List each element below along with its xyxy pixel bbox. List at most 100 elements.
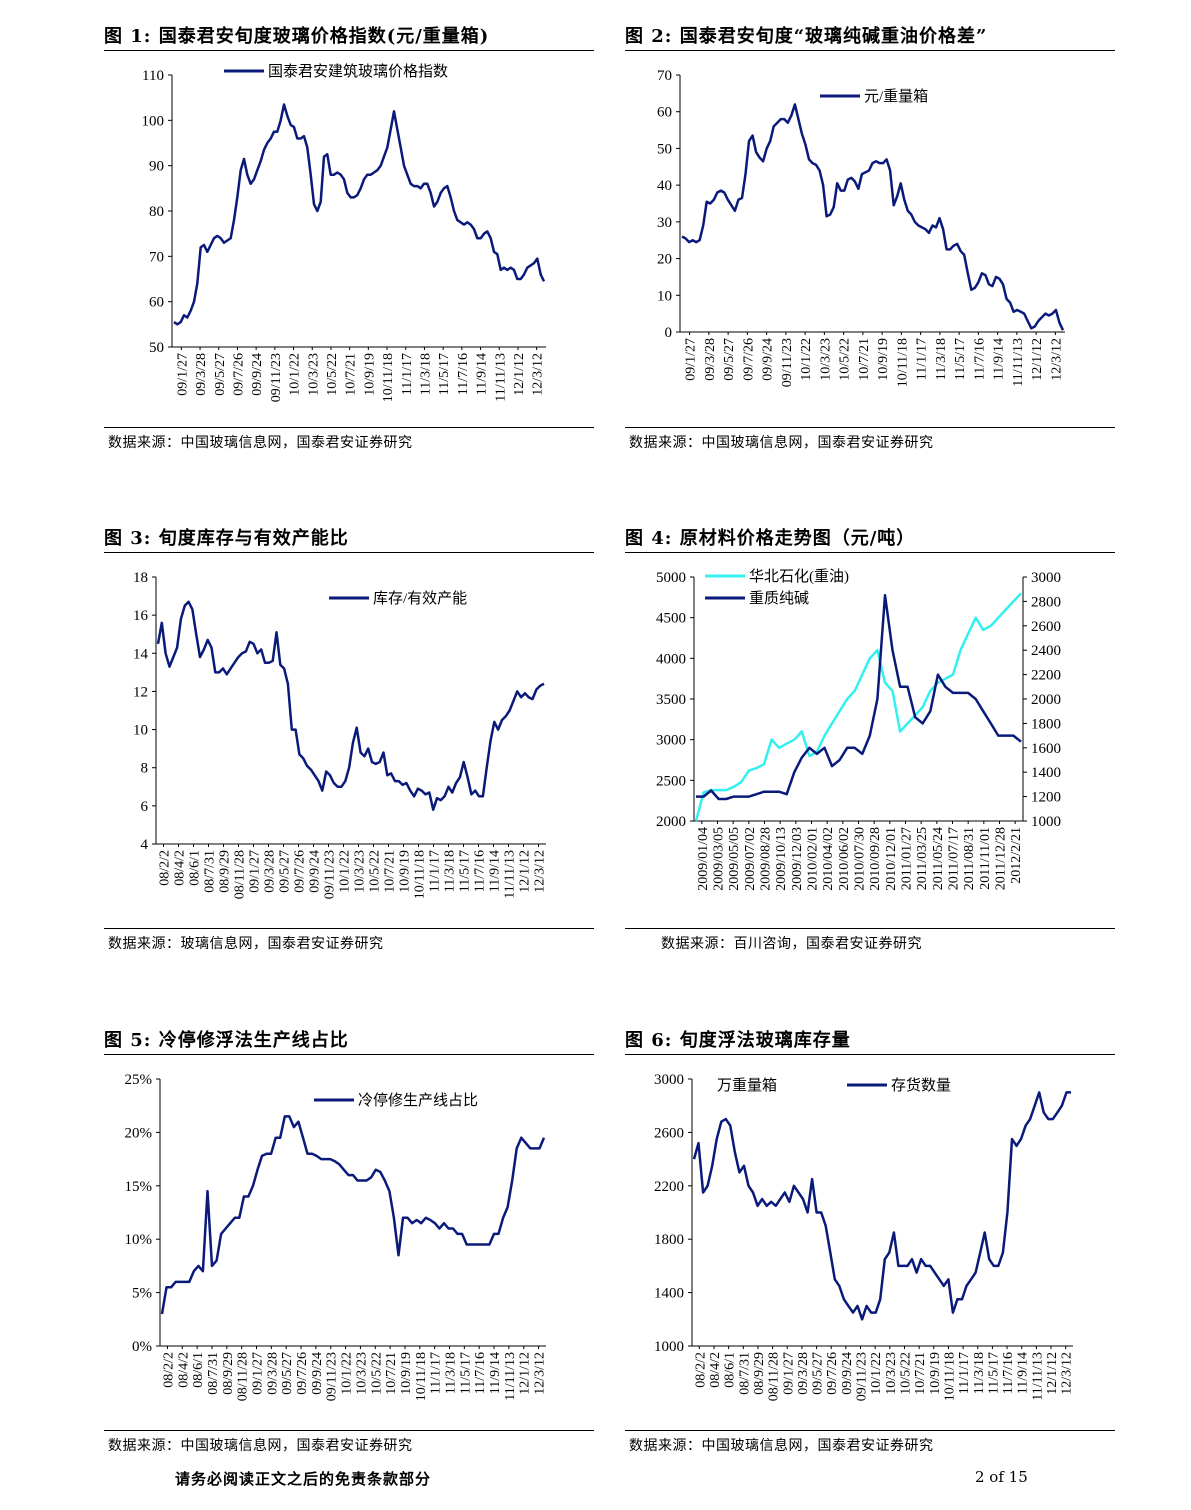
x-tick-label: 10/3/23 [353, 850, 368, 893]
y2-tick-label: 1600 [1031, 741, 1061, 757]
x-tick-label: 11/9/14 [475, 353, 490, 395]
y-tick-label: 50 [657, 141, 672, 157]
x-tick-label: 10/11/18 [381, 353, 396, 402]
y-tick-label: 1400 [654, 1286, 684, 1302]
y-tick-label: 2200 [654, 1179, 684, 1195]
x-tick-label: 2009/12/03 [790, 827, 805, 891]
y-tick-label: 5% [132, 1286, 152, 1302]
y-tick-label: 2500 [656, 773, 686, 789]
title-rule [625, 50, 1115, 51]
y-tick-label: 6 [141, 799, 149, 815]
legend-label: 重质纯碱 [749, 590, 809, 607]
x-tick-label: 11/11/13 [1011, 338, 1026, 387]
x-tick-label: 2009/05/05 [727, 827, 742, 891]
x-tick-label: 2010/06/02 [837, 827, 852, 891]
series-line-0 [692, 1091, 1071, 1321]
x-tick-label: 10/1/22 [338, 850, 353, 893]
x-tick-label: 09/11/23 [855, 1352, 870, 1401]
chart-title: 图 6: 旬度浮法玻璃库存量 [625, 1030, 851, 1051]
series-line-0 [160, 1115, 546, 1315]
x-tick-label: 11/11/13 [493, 353, 508, 402]
x-tick-label: 08/4/2 [176, 1352, 191, 1388]
x-tick-label: 2011/07/17 [947, 827, 962, 890]
y-tick-label: 18 [133, 570, 148, 586]
x-tick-label: 09/11/23 [780, 338, 795, 387]
x-tick-label: 10/5/22 [369, 1352, 384, 1395]
series-line-0 [694, 592, 1022, 822]
x-tick-label: 11/1/17 [428, 850, 443, 892]
x-tick-label: 09/5/27 [278, 850, 293, 893]
series-line-0 [681, 103, 1065, 331]
x-tick-label: 11/3/18 [444, 1352, 459, 1394]
x-tick-label: 10/1/22 [869, 1352, 884, 1395]
title-rule [104, 50, 594, 51]
legend-label: 元/重量箱 [864, 88, 928, 105]
x-tick-label: 08/2/2 [161, 1352, 176, 1388]
x-tick-label: 09/5/27 [811, 1352, 826, 1395]
series-line-0 [173, 103, 546, 326]
x-tick-label: 12/1/12 [518, 850, 533, 893]
x-tick-label: 2012/2/21 [1009, 827, 1024, 884]
x-tick-label: 09/9/24 [840, 1352, 855, 1395]
y-tick-label: 4 [141, 837, 149, 853]
x-tick-label: 10/7/21 [384, 1352, 399, 1395]
x-tick-label: 08/2/2 [693, 1352, 708, 1388]
chart-source: 数据来源：中国玻璃信息网，国泰君安证券研究 [629, 435, 934, 451]
y2-tick-label: 2600 [1031, 619, 1061, 635]
y-tick-label: 14 [133, 646, 149, 662]
source-rule [104, 427, 594, 428]
legend-label: 华北石化(重油) [749, 568, 849, 585]
y-tick-label: 3000 [656, 733, 686, 749]
chart-source: 数据来源：中国玻璃信息网，国泰君安证券研究 [108, 1438, 413, 1454]
x-tick-label: 2011/01/27 [900, 827, 915, 890]
y-tick-label: 1000 [654, 1339, 684, 1355]
y-tick-label: 20 [657, 252, 672, 268]
x-tick-label: 2010/04/02 [821, 827, 836, 891]
chart-source: 数据来源：中国玻璃信息网，国泰君安证券研究 [629, 1438, 934, 1454]
x-tick-label: 09/7/26 [741, 338, 756, 381]
x-tick-label: 11/7/16 [473, 850, 488, 892]
x-tick-label: 10/3/23 [818, 338, 833, 381]
x-tick-label: 09/3/28 [265, 1352, 280, 1395]
y-tick-label: 10 [657, 288, 672, 304]
x-tick-label: 09/11/23 [325, 1352, 340, 1401]
x-tick-label: 11/11/13 [503, 1352, 518, 1401]
y-tick-label: 10% [125, 1232, 153, 1248]
x-tick-label: 2010/02/01 [806, 827, 821, 891]
source-rule [625, 1430, 1115, 1431]
x-tick-label: 2009/07/02 [743, 827, 758, 891]
x-tick-label: 11/3/18 [972, 1352, 987, 1394]
x-tick-label: 11/9/14 [1016, 1352, 1031, 1394]
chart-fig4: 2000 2500 3000 3500 4000 4500 5000 1000 1200 1400… [656, 568, 1061, 891]
x-tick-label: 08/7/31 [737, 1352, 752, 1395]
y-tick-label: 50 [149, 340, 164, 356]
x-tick-label: 11/5/17 [458, 1352, 473, 1394]
chart-fig5: 0% 5% 10% 15% 20% 25% 08/2/2 08/4/2 08/6/1 08/7/3… [125, 1072, 548, 1401]
x-tick-label: 12/3/12 [533, 850, 548, 893]
x-tick-label: 2009/01/04 [696, 827, 711, 891]
y-tick-label: 30 [657, 215, 672, 231]
y-tick-label: 12 [133, 684, 148, 700]
x-tick-label: 11/3/18 [443, 850, 458, 892]
x-tick-label: 10/11/18 [414, 1352, 429, 1401]
y-tick-label: 5000 [656, 570, 686, 586]
x-tick-label: 11/5/17 [953, 338, 968, 380]
x-tick-label: 10/9/19 [876, 338, 891, 381]
x-tick-label: 12/3/12 [1049, 338, 1064, 381]
title-rule [625, 552, 1115, 553]
chart-title: 图 1: 国泰君安旬度玻璃价格指数(元/重量箱) [104, 26, 490, 47]
y-tick-label: 4000 [656, 651, 686, 667]
x-tick-label: 10/1/22 [340, 1352, 355, 1395]
y-tick-label: 1800 [654, 1232, 684, 1248]
chart-source: 数据来源：玻璃信息网，国泰君安证券研究 [108, 936, 384, 952]
x-tick-label: 12/3/12 [533, 1352, 548, 1395]
x-tick-label: 09/9/24 [250, 353, 265, 396]
x-tick-label: 09/5/27 [213, 353, 228, 396]
series-line-1 [696, 594, 1022, 801]
y-tick-label: 0% [132, 1339, 152, 1355]
x-tick-label: 08/11/28 [233, 850, 248, 899]
x-tick-label: 2011/11/01 [978, 827, 993, 890]
y-tick-label: 0 [665, 325, 673, 341]
x-tick-label: 2011/08/31 [962, 827, 977, 890]
